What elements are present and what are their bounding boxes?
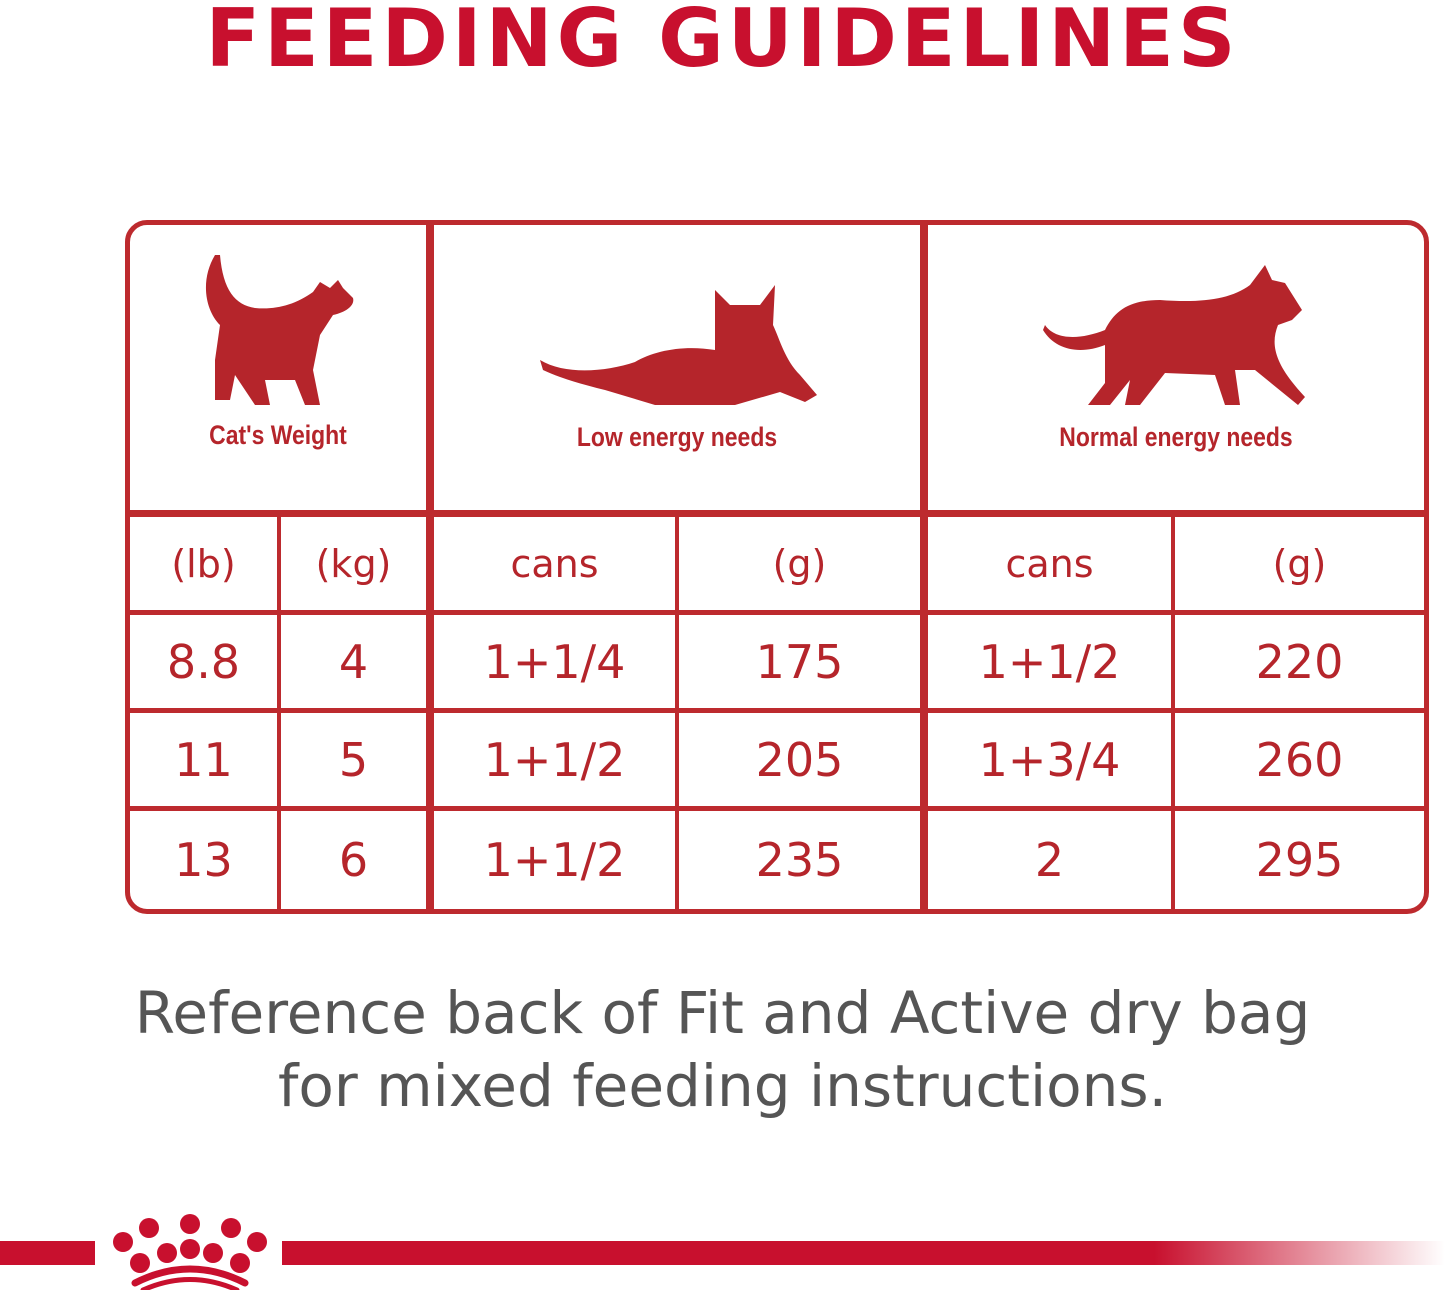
- divider: [277, 515, 281, 909]
- page-title: FEEDING GUIDELINES: [205, 0, 1240, 85]
- note-line-1: Reference back of Fit and Active dry bag: [134, 979, 1311, 1047]
- header-cats-weight: Cat's Weight: [209, 420, 347, 450]
- unit-header: cans: [1005, 541, 1094, 586]
- walking-cat-icon: [1043, 265, 1305, 405]
- lying-cat-icon: [540, 285, 817, 405]
- table-cell: 260: [1255, 732, 1344, 787]
- divider: [675, 515, 679, 909]
- table-cell: 1+3/4: [978, 732, 1121, 787]
- table-cell: 6: [338, 833, 369, 887]
- brand-bar-left: [0, 1241, 95, 1265]
- table-cell: 295: [1255, 833, 1344, 887]
- divider: [130, 708, 1424, 713]
- unit-header: (kg): [315, 541, 392, 586]
- feeding-table: Cat's Weight Low energy needs Normal ene…: [125, 220, 1429, 914]
- table-cell: 1+1/2: [483, 833, 626, 887]
- table-cell: 235: [755, 833, 844, 887]
- header-normal-energy: Normal energy needs: [1059, 422, 1293, 452]
- table-cell: 1+1/4: [483, 634, 626, 689]
- unit-header: (g): [1272, 541, 1327, 586]
- table-cell: 205: [755, 732, 844, 787]
- table-cell: 5: [338, 732, 369, 787]
- table-cell: 175: [755, 634, 844, 689]
- table-cell: 13: [174, 833, 233, 887]
- table-cell: 2: [1034, 833, 1065, 887]
- unit-header: (g): [772, 541, 827, 586]
- divider: [130, 806, 1424, 811]
- table-cell: 220: [1255, 634, 1344, 689]
- table-cell: 8.8: [166, 634, 241, 689]
- unit-header: cans: [510, 541, 599, 586]
- table-cell: 4: [338, 634, 369, 689]
- divider: [920, 225, 928, 909]
- crown-logo-icon: [113, 1214, 267, 1290]
- note-line-2: for mixed feeding instructions.: [277, 1052, 1168, 1120]
- divider: [1171, 515, 1175, 909]
- divider: [130, 610, 1424, 615]
- table-cell: 1+1/2: [978, 634, 1121, 689]
- table-cell: 11: [174, 732, 233, 787]
- divider: [130, 510, 1424, 517]
- sitting-cat-icon: [205, 255, 354, 405]
- unit-header: (lb): [171, 541, 236, 586]
- table-cell: 1+1/2: [483, 732, 626, 787]
- divider: [426, 225, 434, 909]
- header-low-energy: Low energy needs: [576, 422, 778, 452]
- brand-bar-right: [282, 1241, 1445, 1265]
